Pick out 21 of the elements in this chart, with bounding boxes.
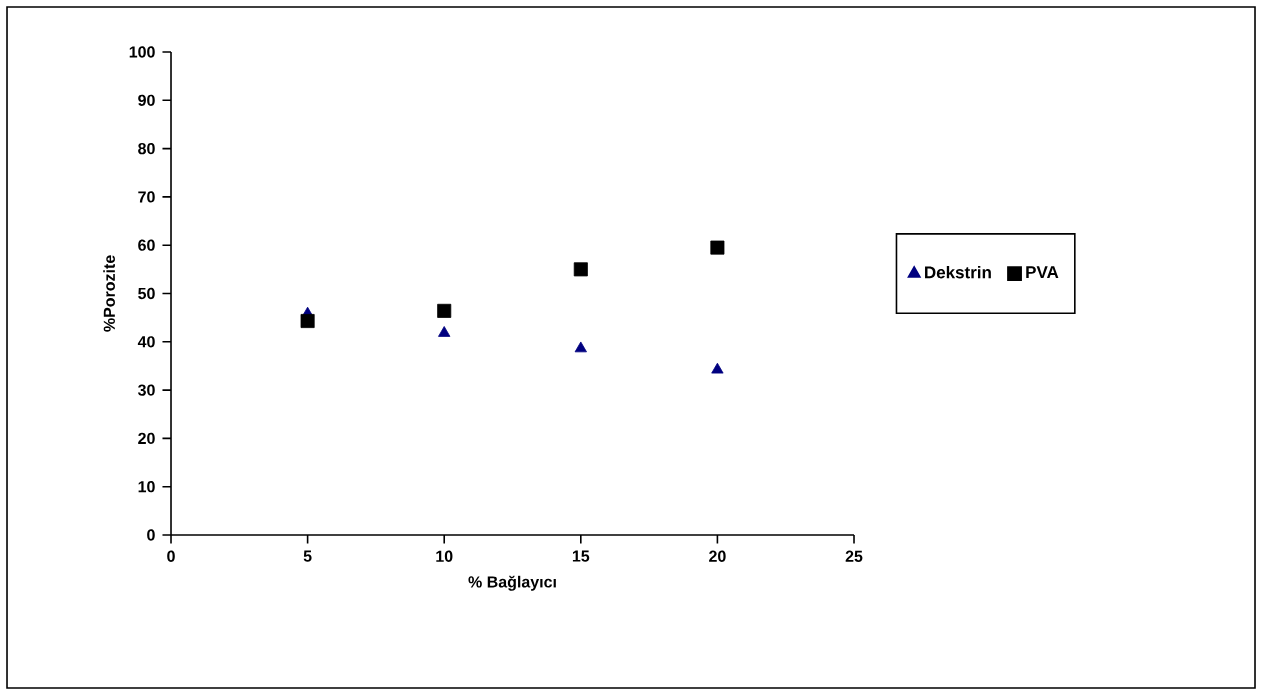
y-tick-label: 80 (138, 142, 155, 155)
y-tick-label: 10 (138, 481, 155, 493)
y-axis-title: %Porozite (103, 255, 115, 332)
x-tick-label: 20 (709, 550, 726, 562)
y-tick-label: 50 (138, 287, 155, 300)
y-tick-label: 40 (137, 336, 155, 348)
x-tick-label: 10 (436, 550, 453, 562)
y-tick-label: 60 (138, 239, 155, 251)
y-tick-label: 30 (137, 384, 155, 396)
legend-label: PVA (1026, 266, 1059, 278)
y-tick-label: 20 (138, 432, 155, 445)
y-tick-label: 100 (129, 46, 155, 58)
x-tick-label: 15 (572, 550, 590, 562)
y-tick-label: 70 (138, 191, 155, 203)
x-tick-label: 25 (845, 550, 863, 562)
x-tick-label: 5 (303, 550, 312, 562)
y-tick-label: 90 (138, 94, 155, 106)
y-tick-label: 0 (147, 529, 155, 541)
x-tick-label: 0 (167, 550, 175, 562)
x-axis-title: % Bağlayıcı (468, 575, 556, 591)
legend-label: Dekstrin (925, 265, 991, 279)
